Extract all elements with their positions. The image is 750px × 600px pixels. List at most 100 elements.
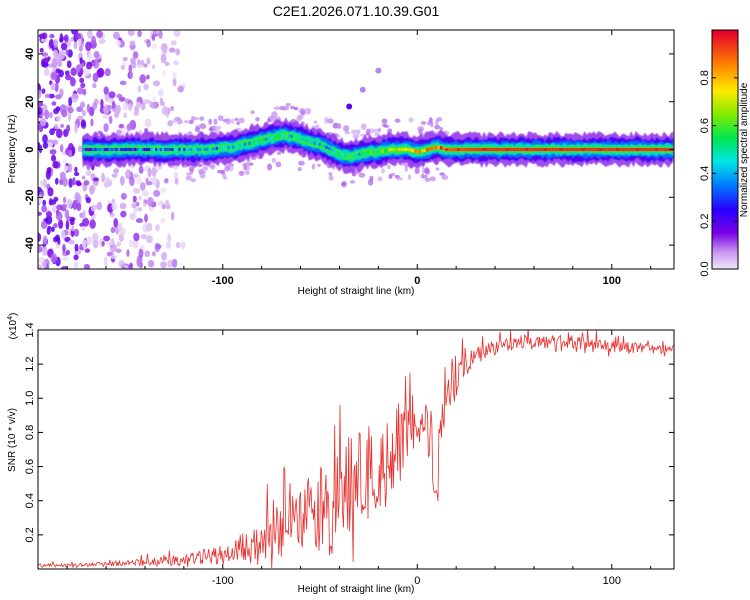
noise-speck [128, 239, 133, 248]
noise-speck [144, 250, 151, 258]
ridge-core-mark [645, 147, 648, 152]
noise-speck [120, 175, 125, 186]
noise-speck [420, 121, 427, 125]
noise-speck [236, 121, 240, 126]
noise-speck [90, 220, 95, 227]
noise-speck [104, 176, 110, 186]
noise-speck [135, 217, 144, 224]
ridge-core-mark [138, 147, 141, 152]
ridge-core-mark [306, 139, 309, 143]
noise-speck [49, 128, 55, 136]
ridge-core-mark [136, 147, 139, 152]
ridge-peak-dot [616, 148, 620, 151]
noise-speck [238, 117, 245, 124]
ridge-core-mark [227, 145, 230, 150]
colorbar-segment [712, 59, 738, 63]
ridge-core-mark [302, 137, 305, 142]
noise-speck [73, 172, 80, 177]
noise-speck [59, 123, 65, 128]
noise-speck [84, 248, 91, 253]
ridge-core-mark [547, 147, 550, 152]
ridge-core-mark [491, 147, 494, 152]
ridge-core-mark [362, 151, 365, 155]
ridge-core-mark [346, 154, 349, 158]
noise-speck [88, 53, 93, 60]
ridge-core-mark [129, 147, 132, 152]
spectrogram-ytick-label: 20 [24, 96, 36, 108]
noise-speck [111, 201, 118, 211]
noise-speck [42, 142, 49, 149]
ridge-core-mark [185, 147, 188, 152]
noise-speck [101, 172, 105, 183]
ridge-core-mark [584, 147, 587, 152]
noise-speck [166, 204, 171, 210]
ridge-core-mark [311, 141, 314, 145]
ridge-core-mark [180, 147, 183, 152]
noise-speck [120, 192, 127, 200]
noise-speck [142, 190, 150, 197]
noise-speck [41, 204, 47, 213]
noise-speck [151, 43, 158, 50]
noise-speck [152, 175, 158, 186]
noise-speck [42, 134, 48, 144]
ridge-core-mark [106, 147, 109, 152]
noise-speck [185, 175, 192, 181]
noise-speck [140, 59, 145, 66]
noise-speck [103, 86, 109, 95]
colorbar-tick-label: 0.0 [699, 261, 711, 276]
noise-speck [73, 41, 78, 50]
colorbar-segment [712, 49, 738, 53]
noise-speck [55, 53, 61, 63]
noise-speck [50, 226, 55, 233]
colorbar-segment [712, 133, 738, 137]
ridge-core-mark [589, 147, 592, 152]
figure-title: C2E1.2026.071.10.39.G01 [273, 3, 440, 19]
noise-speck [93, 58, 100, 69]
noise-speck [297, 114, 304, 120]
ridge-core-mark [120, 147, 123, 152]
colorbar-segment [712, 233, 738, 236]
noise-speck [96, 30, 104, 39]
ridge-core-mark [386, 148, 389, 152]
ridge-core-mark [530, 147, 534, 152]
noise-speck [326, 118, 334, 124]
noise-speck [77, 38, 82, 46]
snr-ytick-label: 0.6 [24, 459, 36, 474]
noise-speck [49, 149, 57, 155]
noise-speck [172, 78, 177, 87]
noise-speck [170, 211, 175, 221]
noise-speck [181, 241, 186, 250]
colorbar-segment [712, 121, 738, 125]
noise-speck [157, 200, 164, 206]
noise-speck [174, 177, 179, 185]
noise-speck [143, 63, 148, 68]
noise-speck [48, 38, 54, 49]
colorbar-segment [712, 71, 738, 75]
ridge-core-mark [89, 147, 92, 152]
ridge-core-mark [243, 142, 246, 146]
noise-speck [254, 117, 260, 122]
ridge-core-mark [318, 142, 321, 146]
ridge-core-mark [556, 147, 559, 152]
ridge-core-mark [248, 141, 251, 145]
ridge-core-mark [395, 147, 398, 152]
noise-speck [173, 30, 181, 37]
ridge-core-mark [355, 153, 358, 157]
noise-speck [60, 42, 68, 51]
noise-speck [360, 123, 367, 131]
noise-speck [59, 144, 64, 153]
noise-speck [111, 173, 118, 178]
colorbar-segment [712, 197, 738, 200]
snr-xtick-label: -100 [212, 575, 234, 587]
snr-series-line [38, 330, 674, 569]
noise-speck [172, 118, 177, 124]
noise-speck [72, 199, 78, 210]
noise-speck [85, 41, 92, 52]
ridge-core-mark [533, 147, 536, 152]
colorbar-segment [712, 217, 738, 220]
ridge-core-mark [309, 140, 312, 144]
ridge-core-mark [486, 147, 489, 152]
ridge-core-mark [638, 147, 641, 152]
colorbar-segment [712, 223, 738, 226]
ridge-core-mark [234, 145, 237, 149]
